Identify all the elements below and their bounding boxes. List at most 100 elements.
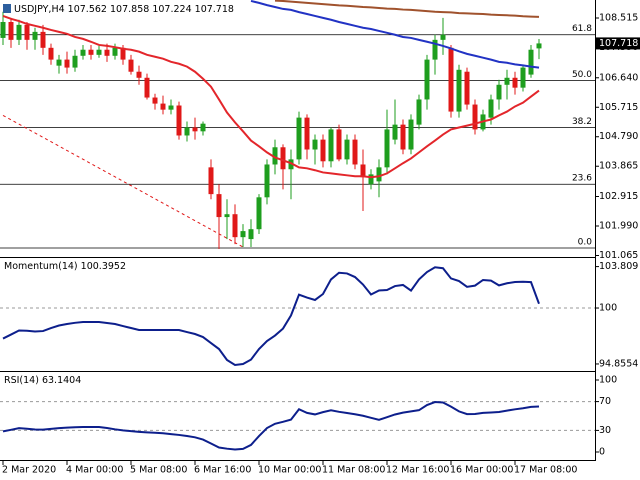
candle-body <box>392 124 398 140</box>
candle-body <box>168 105 174 110</box>
x-tick-label: 2 Mar 2020 <box>2 465 56 476</box>
candle-body <box>256 197 262 230</box>
fib-label: 61.8 <box>572 24 592 34</box>
y-tick-label: 104.790 <box>599 131 638 142</box>
plot-area <box>0 0 595 451</box>
candle-body <box>112 47 118 56</box>
indicator-title: RSI(14) 63.1404 <box>4 375 81 386</box>
candle-body <box>88 49 94 55</box>
candle-body <box>264 164 270 198</box>
y-tick-label: 106.640 <box>599 72 638 83</box>
candle-body <box>72 55 78 68</box>
y-tick-label: 105.715 <box>599 102 638 113</box>
y-tick-label: 100 <box>599 303 617 314</box>
header-icon <box>3 4 11 13</box>
x-tick-label: 16 Mar 00:00 <box>450 465 513 476</box>
y-tick-label: 108.515 <box>599 13 638 24</box>
moving-average <box>2 14 540 179</box>
candle-body <box>104 49 110 56</box>
candle-body <box>488 99 494 118</box>
price-marker <box>596 37 640 50</box>
y-tick-label: 100 <box>599 374 617 385</box>
header-low: 107.224 <box>152 4 191 15</box>
candle-body <box>216 194 222 218</box>
candle-body <box>448 47 454 112</box>
candle-body <box>248 229 254 240</box>
indicator-name: Momentum(14) <box>4 261 78 272</box>
candle-body <box>0 21 6 38</box>
candle-body <box>48 47 54 60</box>
candle-body <box>464 71 470 105</box>
fib-label: 38.2 <box>572 117 592 127</box>
candle-body <box>136 71 142 78</box>
candle-body <box>520 67 526 88</box>
candle-body <box>528 49 534 75</box>
y-tick-label: 103.809 <box>599 261 638 272</box>
candle-body <box>504 77 510 85</box>
x-tick-label: 10 Mar 00:00 <box>258 465 321 476</box>
candle-body <box>328 129 334 162</box>
candle-body <box>40 31 46 48</box>
candle-body <box>368 174 374 185</box>
candle-body <box>416 99 422 125</box>
x-tick-label: 4 Mar 00:00 <box>66 465 123 476</box>
candle-body <box>232 214 238 238</box>
candle-body <box>432 39 438 60</box>
candle-body <box>376 167 382 182</box>
candle-body <box>456 69 462 112</box>
candle-body <box>120 47 126 60</box>
trendline <box>2 114 244 248</box>
indicator-title: Momentum(14) 100.3952 <box>4 261 126 272</box>
candle-body <box>424 59 430 100</box>
candle-body <box>280 147 286 170</box>
fib-label: 0.0 <box>578 237 593 247</box>
price-marker-label: 107.718 <box>599 38 638 49</box>
candle-body <box>64 59 70 68</box>
candle-body <box>16 24 22 40</box>
candle-body <box>8 21 14 40</box>
y-tick-label: 101.065 <box>599 250 638 261</box>
header-close: 107.718 <box>195 4 234 15</box>
candle-body <box>56 59 62 66</box>
fib-label: 23.6 <box>572 174 592 184</box>
labels: 61.850.038.223.60.0108.515107.590106.640… <box>2 4 640 476</box>
candle-body <box>336 129 342 160</box>
candle-body <box>312 139 318 150</box>
candle-body <box>352 139 358 165</box>
candle-body <box>408 119 414 150</box>
candle-body <box>80 49 86 56</box>
y-tick-label: 94.8554 <box>599 358 638 369</box>
indicator-line <box>2 266 540 367</box>
candle-body <box>496 84 502 100</box>
y-tick-label: 103.865 <box>599 161 638 172</box>
candle-body <box>24 24 30 40</box>
x-tick-label: 5 Mar 08:00 <box>130 465 187 476</box>
symbol: USDJPY,H4 <box>14 4 65 15</box>
x-tick-label: 11 Mar 08:00 <box>322 465 385 476</box>
candle-body <box>536 43 542 49</box>
candle-body <box>384 129 390 168</box>
candle-body <box>176 105 182 136</box>
chart-header: USDJPY,H4 107.562 107.858 107.224 107.71… <box>14 4 234 15</box>
candle-body <box>360 164 366 178</box>
moving-average <box>250 0 540 69</box>
fib-label: 50.0 <box>572 70 592 80</box>
candle-body <box>152 97 158 104</box>
x-tick-label: 17 Mar 08:00 <box>514 465 577 476</box>
indicator-value: 100.3952 <box>81 261 126 272</box>
candle-body <box>200 123 206 132</box>
moving-average <box>274 0 540 18</box>
candle-body <box>472 104 478 130</box>
indicator-value: 63.1404 <box>42 375 81 386</box>
candle-body <box>344 139 350 160</box>
y-tick-label: 30 <box>599 425 611 436</box>
y-tick-label: 101.990 <box>599 221 638 232</box>
candle-body <box>208 167 214 195</box>
candle-body <box>224 214 230 218</box>
header-open: 107.562 <box>68 4 107 15</box>
candle-body <box>296 117 302 160</box>
indicator-line <box>2 401 540 451</box>
candle-body <box>304 117 310 150</box>
